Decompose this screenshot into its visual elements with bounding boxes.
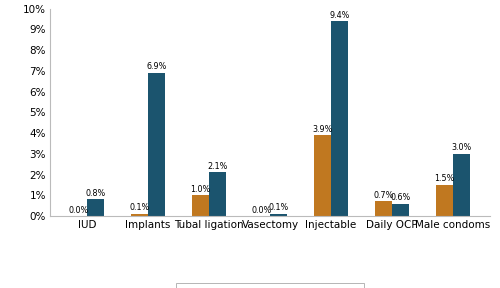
Text: 6.9%: 6.9% — [146, 62, 167, 71]
Bar — [331, 21, 348, 216]
Text: 0.1%: 0.1% — [130, 204, 150, 213]
Text: 9.4%: 9.4% — [330, 11, 349, 20]
Bar — [392, 204, 409, 216]
Bar — [192, 195, 209, 216]
Text: 0.0%: 0.0% — [68, 206, 88, 215]
Text: 0.1%: 0.1% — [268, 204, 288, 213]
Text: 1.5%: 1.5% — [434, 175, 454, 183]
Bar — [270, 214, 287, 216]
Bar — [148, 73, 165, 216]
Text: 0.7%: 0.7% — [373, 191, 394, 200]
Bar — [375, 202, 392, 216]
Text: 0.8%: 0.8% — [86, 189, 105, 198]
Bar — [87, 199, 104, 216]
Text: 0.0%: 0.0% — [252, 206, 272, 215]
Text: 1.0%: 1.0% — [190, 185, 210, 194]
Bar — [209, 173, 226, 216]
Bar — [131, 214, 148, 216]
Legend: Baseline 2007, Endline 2010: Baseline 2007, Endline 2010 — [176, 283, 364, 288]
Bar — [453, 154, 470, 216]
Bar — [436, 185, 453, 216]
Text: 3.0%: 3.0% — [452, 143, 471, 152]
Text: 2.1%: 2.1% — [208, 162, 228, 171]
Text: 3.9%: 3.9% — [312, 125, 332, 134]
Text: 0.6%: 0.6% — [390, 193, 410, 202]
Bar — [314, 135, 331, 216]
